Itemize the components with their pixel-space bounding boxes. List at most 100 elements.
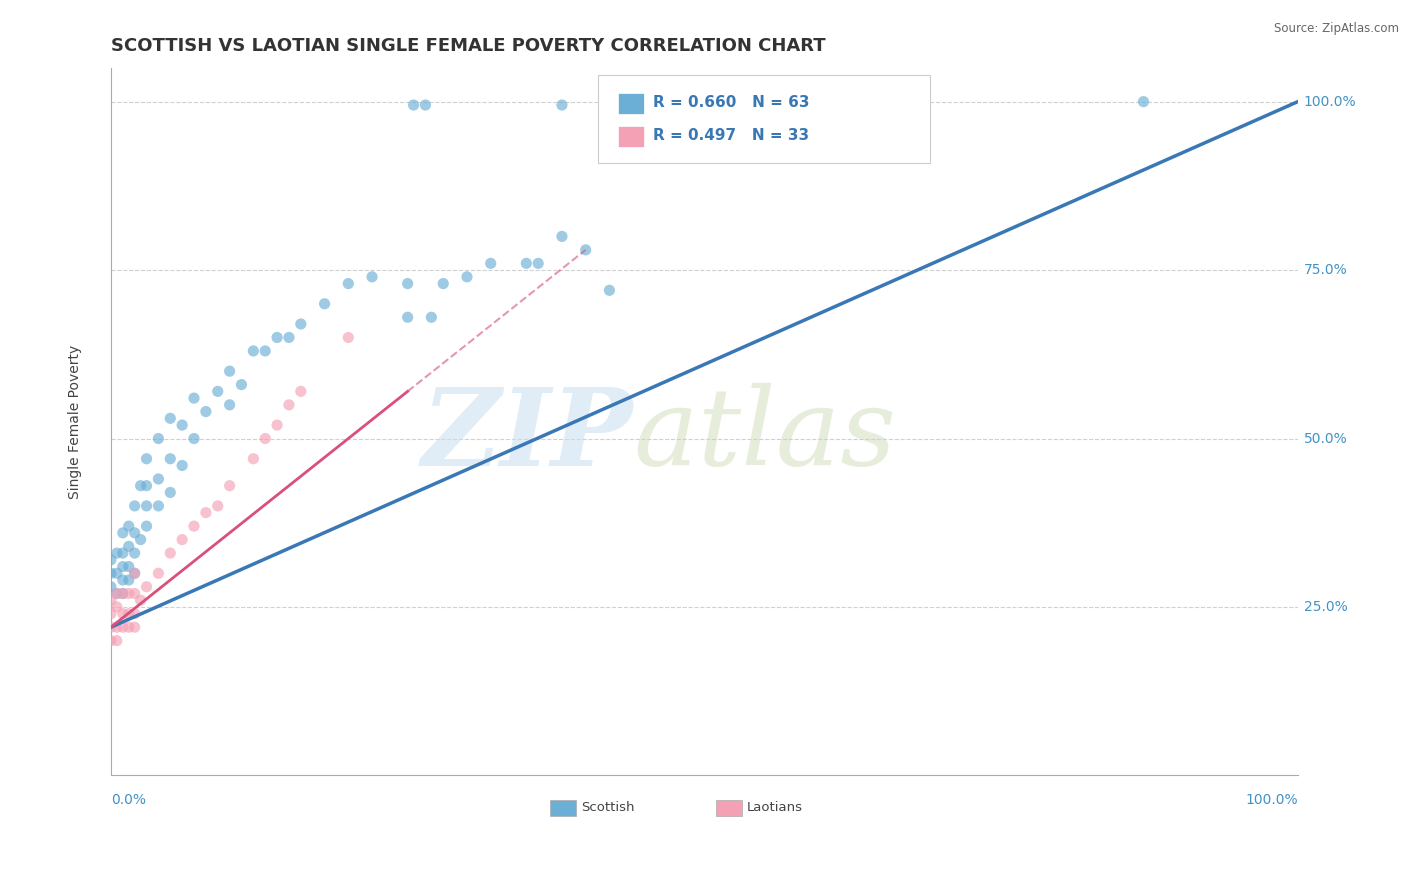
Point [396,310,419,325]
Text: atlas: atlas [633,384,896,489]
Text: 0.0%: 0.0% [111,793,146,807]
Point [118,620,141,634]
Text: Laotians: Laotians [747,801,803,814]
Point [231,377,253,392]
Text: R = 0.660   N = 63: R = 0.660 N = 63 [654,95,810,110]
Point [218,364,240,378]
Point [111,546,134,560]
Point [266,330,288,344]
Point [135,451,157,466]
Point [100,580,122,594]
Point [218,479,240,493]
Point [148,472,170,486]
Point [124,586,146,600]
Text: Scottish: Scottish [581,801,634,814]
Point [100,633,122,648]
Point [254,343,277,358]
Point [111,620,134,634]
Point [129,533,152,547]
Point [124,566,146,581]
Point [111,573,134,587]
Point [105,566,128,581]
Point [396,277,419,291]
Point [314,297,336,311]
Point [337,277,360,291]
Point [218,398,240,412]
Text: 75.0%: 75.0% [1303,263,1347,277]
Point [183,432,205,446]
Point [100,620,122,634]
Point [135,580,157,594]
Text: 50.0%: 50.0% [1303,432,1347,445]
Point [124,566,146,581]
Point [124,620,146,634]
Point [242,451,264,466]
Text: Source: ZipAtlas.com: Source: ZipAtlas.com [1274,22,1399,36]
Text: SCOTTISH VS LAOTIAN SINGLE FEMALE POVERTY CORRELATION CHART: SCOTTISH VS LAOTIAN SINGLE FEMALE POVERT… [111,37,825,55]
Point [598,283,620,297]
Point [479,256,502,270]
FancyBboxPatch shape [716,800,742,816]
Point [129,479,152,493]
Point [266,418,288,433]
Point [207,384,229,399]
Point [456,269,478,284]
Text: 100.0%: 100.0% [1303,95,1357,109]
Point [111,586,134,600]
Point [254,432,277,446]
Point [129,593,152,607]
Point [124,607,146,621]
Point [111,559,134,574]
Point [183,519,205,533]
Point [148,566,170,581]
Point [124,499,146,513]
FancyBboxPatch shape [617,126,644,147]
Point [183,391,205,405]
Point [361,269,384,284]
Point [415,98,437,112]
Text: 25.0%: 25.0% [1303,600,1347,614]
FancyBboxPatch shape [617,93,644,114]
Point [118,586,141,600]
Point [402,98,425,112]
Point [194,506,217,520]
Point [551,229,574,244]
Point [111,607,134,621]
Text: ZIP: ZIP [422,383,633,489]
Point [100,607,122,621]
Point [105,620,128,634]
Point [100,553,122,567]
Point [135,499,157,513]
Point [105,599,128,614]
Point [100,593,122,607]
Text: Single Female Poverty: Single Female Poverty [69,344,83,499]
Point [159,485,181,500]
Point [148,499,170,513]
Point [172,418,194,433]
Point [159,451,181,466]
Point [105,586,128,600]
Point [118,607,141,621]
Point [551,98,574,112]
Point [290,384,312,399]
Point [420,310,443,325]
Point [100,566,122,581]
Text: 100.0%: 100.0% [1246,793,1298,807]
Point [111,525,134,540]
Point [278,398,301,412]
Point [135,519,157,533]
Point [575,243,598,257]
Point [118,539,141,553]
Point [172,458,194,473]
Point [290,317,312,331]
Point [105,586,128,600]
Point [194,404,217,418]
Point [207,499,229,513]
Point [105,546,128,560]
Point [105,633,128,648]
Point [124,546,146,560]
Point [159,546,181,560]
Point [242,343,264,358]
FancyBboxPatch shape [550,800,576,816]
Point [1132,95,1154,109]
